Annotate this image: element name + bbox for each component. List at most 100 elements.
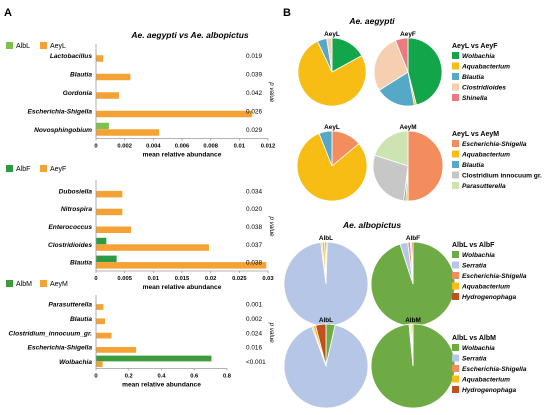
legend-label: Serratia xyxy=(462,356,487,363)
pie-legend: AlbL vs AlbM Wolbachia Serratia Escherichia… xyxy=(452,335,527,394)
pie-label: AeyF xyxy=(400,31,416,38)
legend-swatch xyxy=(452,94,459,101)
legend-swatch xyxy=(452,365,459,372)
legend-label: Aquabacterium xyxy=(461,152,510,159)
legend-label: Parasutterella xyxy=(462,183,506,190)
x-tick-label: 0.008 xyxy=(203,144,218,150)
pie-legend-title: AeyL vs AeyF xyxy=(452,43,498,50)
pie-slice-shinella xyxy=(394,37,409,73)
x-tick-label: 0.2 xyxy=(125,374,133,380)
bar-albf-blautia xyxy=(96,255,117,263)
legend-swatch xyxy=(452,161,459,168)
legend-label: Hydrogenophaga xyxy=(462,294,517,301)
bar-aeym-blautia xyxy=(96,318,106,325)
pie-label: AeyL xyxy=(324,31,340,38)
category-label: Wolbachia xyxy=(59,359,92,366)
p-value: 0.016 xyxy=(246,345,262,352)
x-tick-label: 0.01 xyxy=(148,276,160,282)
bar-aeyf-blautia xyxy=(96,262,267,269)
legend-swatch xyxy=(452,272,459,279)
p-value: 0.026 xyxy=(246,108,262,115)
pie-label: AeyM xyxy=(399,124,416,131)
category-label: Novosphingobium xyxy=(34,127,92,134)
p-value-axis-label: p value xyxy=(268,322,275,344)
pie-slice-blautia xyxy=(318,130,333,167)
bar-albm-wolbachia xyxy=(96,355,212,362)
p-value: 0.038 xyxy=(246,224,262,231)
legend-swatch xyxy=(452,344,459,351)
x-axis-label: mean relative abundance xyxy=(143,284,222,291)
x-tick-label: 0.025 xyxy=(232,276,247,282)
category-label: Clostridium_innocuum_gr. xyxy=(8,330,92,337)
category-label: Blautia xyxy=(70,260,92,267)
bar-charts: Ae. aegypti vs Ae. albopictus AlbL AeyL Lac… xyxy=(6,30,275,389)
pie-albl: AlbL xyxy=(283,317,369,409)
legend-swatch xyxy=(452,261,459,269)
legend-swatch-albm xyxy=(6,280,13,287)
pie-group-title: Ae. albopictus xyxy=(342,220,401,230)
pie-legend-title: AlbL vs AlbF xyxy=(452,242,495,249)
x-tick-label: 0 xyxy=(94,374,97,380)
pie-slice-blautia xyxy=(378,71,415,107)
pie-label: AlbM xyxy=(405,317,421,324)
pie-slice-wolbachia xyxy=(407,37,443,106)
category-label: Parasutterella xyxy=(48,302,92,309)
bar-aeym-parasutterella xyxy=(96,304,104,310)
x-tick-label: 0.002 xyxy=(117,144,132,150)
bar-aeyl-gordonia xyxy=(96,92,119,99)
x-tick-label: 0.02 xyxy=(205,276,216,282)
x-tick-label: 0.6 xyxy=(190,374,199,380)
legend-swatch xyxy=(452,386,459,393)
pie-chart-group-4: AlbL AlbM AlbL vs AlbM Wolbachia Serratia Esc… xyxy=(283,317,527,409)
pie-aeyf: AeyF xyxy=(373,31,443,107)
category-label: Clostridioides xyxy=(48,242,92,249)
legend-swatch xyxy=(452,150,459,158)
p-value: 0.038 xyxy=(246,260,262,267)
p-value: 0.034 xyxy=(246,188,262,195)
legend-swatch xyxy=(452,182,459,189)
x-tick-label: 0 xyxy=(94,276,97,282)
bar-chart-3: AlbM AeyM Parasutterella 0.001 Blautia 0.002 C… xyxy=(6,280,275,389)
p-value: 0.020 xyxy=(246,206,262,213)
legend-label-albl: AlbL xyxy=(16,43,30,50)
pie-label: AlbL xyxy=(319,235,333,242)
legend-swatch xyxy=(452,83,459,91)
p-value-axis-label: p value xyxy=(268,216,275,238)
x-tick-label: 0 xyxy=(94,144,97,150)
bar-aeyf-nitrospira xyxy=(96,208,123,216)
pie-chart-group-1: Ae. aegypti AeyL AeyF AeyL vs AeyF Wolbachia… xyxy=(297,16,510,107)
pie-albm: AlbM xyxy=(370,317,456,409)
legend-label: Escherichia-Shigella xyxy=(462,366,527,373)
pie-chart-group-3: Ae. albopictus AlbL AlbF AlbL vs AlbF Wolbac… xyxy=(283,220,527,327)
p-value: 0.024 xyxy=(246,330,262,337)
legend-swatch-aeym xyxy=(40,280,47,287)
bar-aeyf-enterococcus xyxy=(96,226,131,233)
bar-aeym-clostridium-innocuum-gr- xyxy=(96,332,112,339)
pie-legend: AeyL vs AeyF Wolbachia Aquabacterium Blauti… xyxy=(452,43,510,102)
x-axis-label: mean relative abundance xyxy=(122,382,201,389)
pie-legend: AlbL vs AlbF Wolbachia Serratia Escherichia… xyxy=(452,242,527,301)
pie-slice-aquabacterium xyxy=(297,40,367,107)
category-label: Gordonia xyxy=(63,90,93,97)
p-value: 0.029 xyxy=(246,127,262,134)
legend-swatch xyxy=(452,354,459,362)
legend-swatch xyxy=(452,140,459,147)
category-label: Dubosiella xyxy=(59,188,93,195)
x-tick-label: 0.01 xyxy=(234,144,246,150)
legend-label: Wolbachia xyxy=(462,53,495,60)
bar-legend: AlbF AeyF xyxy=(6,165,66,173)
legend-label-aeyl: AeyL xyxy=(50,43,66,50)
legend-swatch xyxy=(452,62,459,70)
bar-aeym-wolbachia xyxy=(96,361,103,368)
bar-albl-novosphingobium xyxy=(96,122,109,130)
p-value: 0.037 xyxy=(246,242,262,249)
legend-label-aeym: AeyM xyxy=(50,281,68,288)
pie-aeym: AeyM xyxy=(372,124,444,202)
pie-slice-parasutterella xyxy=(374,130,409,167)
x-tick-label: 0.03 xyxy=(262,276,274,282)
x-tick-label: 0.006 xyxy=(175,144,190,150)
legend-swatch xyxy=(452,52,459,59)
legend-label-albf: AlbF xyxy=(16,166,30,173)
